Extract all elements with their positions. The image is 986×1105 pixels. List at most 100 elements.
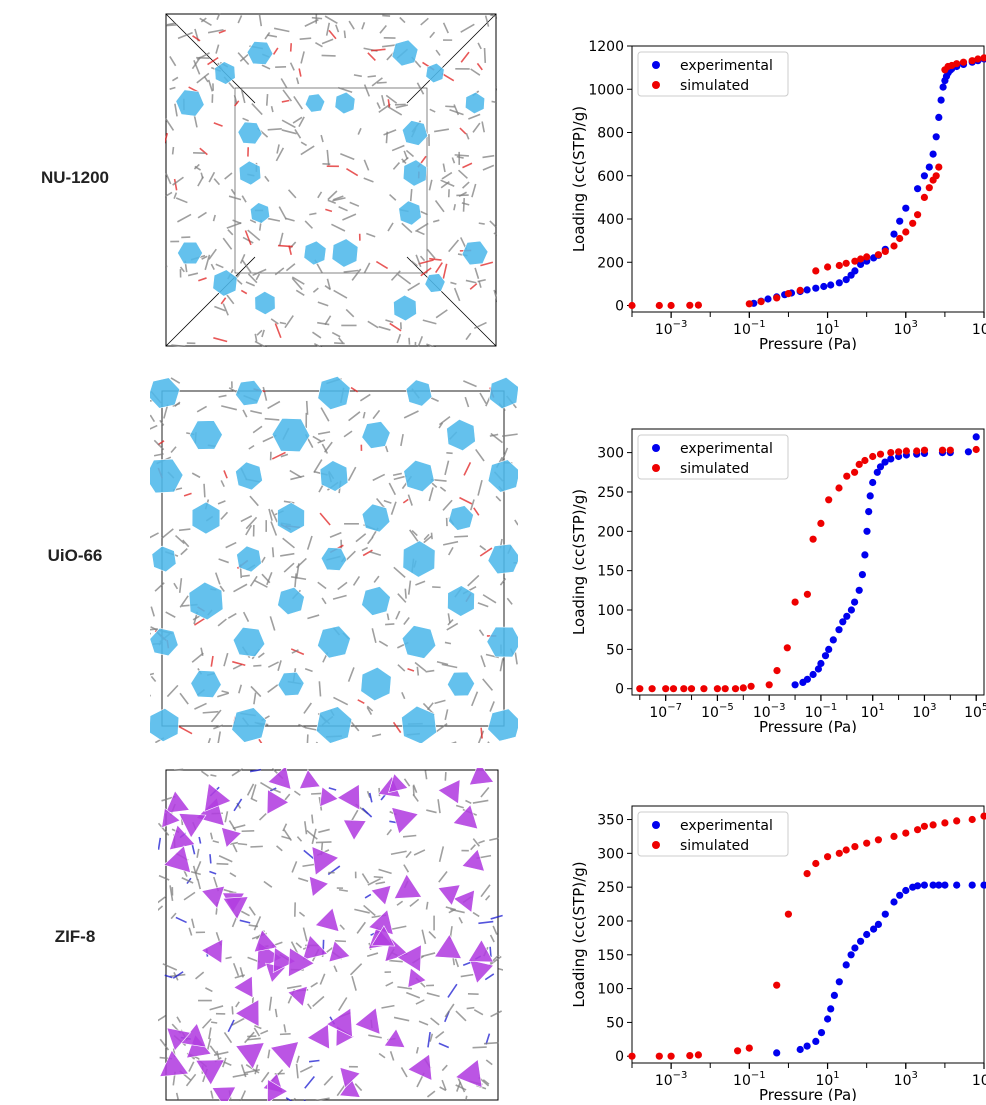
experimental-point [867,492,874,499]
uio66-structure-image [150,375,518,743]
linker-bond [455,959,458,967]
linker-bond [171,913,176,919]
simulated-point [869,453,876,460]
linker-bond [334,290,347,298]
linker-bond [271,522,276,536]
linker-bond [249,907,255,916]
linker-bond [243,118,249,121]
simulated-point [746,300,753,307]
experimental-point [851,599,858,606]
metal-node [239,161,261,185]
linker-bond [445,1004,454,1017]
linker-bond [475,268,478,279]
simulated-point [914,826,921,833]
linker-bond [297,837,301,842]
linker-bond [228,1020,234,1032]
experimental-point [965,448,972,455]
linker-bond [282,101,289,102]
experimental-point [938,97,945,104]
experimental-point [804,1043,811,1050]
linker-bond [379,869,392,873]
linker-bond [272,106,273,112]
linker-bond [453,958,454,965]
x-tick-label: 10−5 [701,702,734,721]
metal-node [447,419,476,450]
linker-bond [209,1028,211,1040]
x-tick-label: 103 [894,1070,918,1089]
linker-bond [247,1036,256,1037]
linker-bond [247,1038,260,1039]
linker-bond [461,24,475,32]
linker-bond [221,480,224,486]
linker-bond [229,821,235,831]
linker-bond [480,546,486,550]
linker-bond [201,771,208,776]
experimental-point [851,944,858,951]
linker-bond [208,738,211,743]
linker-bond [362,548,368,551]
linker-bond [390,195,396,201]
linker-bond [404,865,409,873]
linker-bond [477,63,482,69]
linker-bond [294,96,302,109]
linker-bond [358,700,365,704]
linker-bond [225,173,232,179]
simulated-point [836,850,843,857]
linker-bond [362,874,368,884]
linker-bond [218,619,226,626]
linker-bond [445,461,449,475]
linker-bond [491,1011,502,1017]
simulated-point [941,819,948,826]
linker-bond [364,160,368,171]
metal-node [272,418,310,451]
linker-bond [473,913,479,917]
linker-bond [284,563,294,572]
linker-bond [255,334,256,342]
linker-bond [282,120,295,127]
y-tick-label: 250 [597,880,624,896]
y-tick-label: 100 [597,603,624,619]
simulated-point [914,211,921,218]
linker-bond [280,1034,291,1035]
linker-bond [242,575,250,576]
linker-bond [445,709,447,719]
experimental-point [804,676,811,683]
experimental-point [818,1029,825,1036]
metal-node [389,774,408,793]
linker-bond [384,130,397,135]
linker-bond [218,501,225,504]
y-tick-label: 300 [597,446,624,462]
linker-bond [241,516,252,522]
linker-bond [481,655,485,667]
linker-bond [436,201,444,212]
linker-bond [320,974,324,985]
linker-bond [515,520,518,525]
simulated-point [812,860,819,867]
simulated-point [902,830,909,837]
linker-bond [416,1000,424,1004]
simulated-point [656,1053,663,1060]
linker-bond [373,410,379,418]
linker-bond [406,150,413,156]
linker-bond [376,882,385,884]
linker-bond [365,894,371,898]
linker-bond [444,23,449,33]
linker-bond [430,109,435,112]
experimental-point [851,267,858,274]
linker-bond [372,78,382,86]
linker-bond [478,603,488,607]
simulated-point [933,172,940,179]
metal-node [320,461,348,492]
y-tick-label: 1000 [588,82,624,98]
linker-bond [372,734,381,736]
simulated-point [863,253,870,260]
experimental-point [820,283,827,290]
linker-bond [412,261,418,266]
linker-bond [262,65,270,69]
linker-bond [403,499,408,502]
linker-bond [397,901,403,905]
experimental-point [921,882,928,889]
linker-bond [221,298,225,304]
linker-bond [234,963,239,976]
linker-bond [273,547,274,557]
